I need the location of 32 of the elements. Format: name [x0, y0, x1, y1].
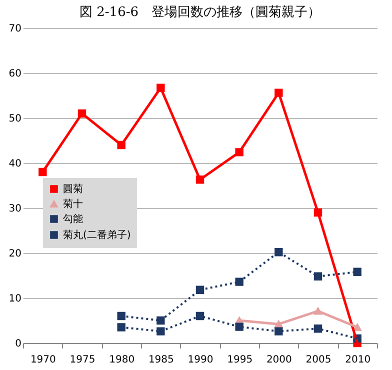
x-tick-label: 2005 — [306, 354, 332, 366]
point — [274, 248, 283, 256]
legend-label: 圓菊 — [63, 183, 83, 195]
chart-title: 図 2-16-6 登場回数の推移（圓菊親子） — [79, 5, 321, 20]
x-tick-label: 1975 — [70, 354, 96, 366]
y-tick-label: 40 — [8, 158, 22, 170]
x-tick-label: 2010 — [345, 354, 371, 366]
y-tick-label: 70 — [8, 24, 22, 34]
legend-label: 勾能 — [63, 213, 83, 225]
point — [314, 324, 322, 333]
y-tick-label: 10 — [8, 294, 22, 304]
point — [156, 316, 165, 325]
x-tick-label: 1985 — [148, 354, 174, 366]
y-tick-label: 20 — [8, 248, 22, 260]
y-tick-label: 0 — [15, 338, 22, 350]
y-tick-label: 60 — [8, 68, 22, 80]
x-tick-label: 2000 — [266, 354, 292, 366]
y-tick-label: 30 — [8, 204, 22, 214]
point — [235, 278, 244, 286]
x-tick-label: 1990 — [188, 354, 214, 366]
point — [235, 322, 244, 331]
legend-label: 菊十 — [63, 198, 83, 210]
x-tick-label: 1995 — [227, 354, 253, 366]
point — [117, 312, 126, 320]
x-tick-label: 1980 — [109, 354, 135, 366]
y-tick-label: 50 — [8, 114, 22, 124]
point — [274, 327, 283, 336]
point — [156, 327, 165, 336]
x-tick-label: 1970 — [30, 354, 56, 366]
point — [117, 323, 126, 332]
legend-label: 菊丸(二番弟子) — [63, 229, 131, 241]
point — [353, 268, 362, 276]
